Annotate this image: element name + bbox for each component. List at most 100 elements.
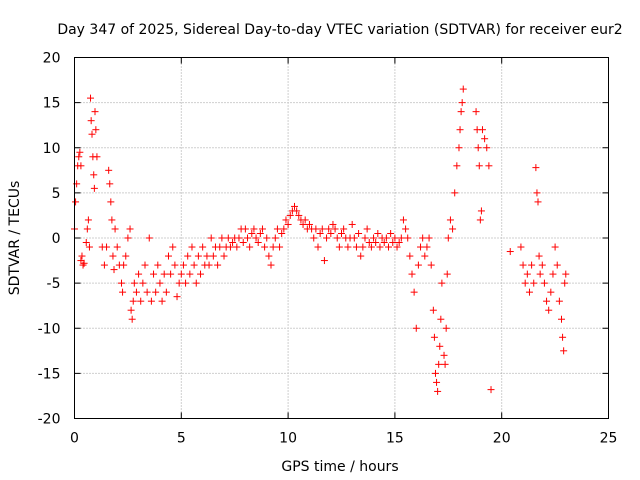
data-point (269, 243, 277, 251)
data-point (435, 360, 443, 368)
data-point (487, 386, 495, 394)
data-point (117, 279, 125, 287)
data-point (92, 126, 100, 134)
data-point (382, 234, 390, 242)
data-point (261, 243, 269, 251)
data-point (273, 225, 281, 233)
data-point (417, 243, 425, 251)
data-point (177, 270, 185, 278)
data-point (295, 211, 303, 219)
x-tick-label: 20 (493, 431, 511, 447)
y-tick-label: 15 (43, 96, 61, 112)
data-point (301, 216, 309, 224)
data-point (141, 261, 149, 269)
data-point (387, 229, 395, 237)
data-point (437, 315, 445, 323)
data-point (173, 293, 181, 301)
data-point (402, 225, 410, 233)
data-point (559, 333, 567, 341)
data-point (458, 99, 466, 107)
data-point (443, 270, 451, 278)
data-point (291, 202, 299, 210)
data-point (312, 225, 320, 233)
data-point (310, 234, 318, 242)
data-point (156, 279, 164, 287)
data-point (547, 288, 555, 296)
tick-labels: 0 5 10 15 20 25 -20 -15 -10 -5 0 5 10 15 20 (38, 51, 618, 447)
data-point (286, 211, 294, 219)
data-point (150, 270, 158, 278)
data-point (455, 144, 463, 152)
data-point (220, 252, 228, 260)
data-point (82, 239, 90, 247)
data-point (305, 220, 313, 228)
data-point (329, 220, 337, 228)
data-point (434, 387, 442, 395)
data-point (72, 198, 80, 206)
data-point (408, 270, 416, 278)
data-point (481, 135, 489, 143)
data-point (395, 239, 403, 247)
data-point (207, 234, 215, 242)
data-point (344, 243, 352, 251)
data-point (506, 248, 514, 256)
data-point (77, 162, 85, 170)
data-point (525, 288, 533, 296)
data-point (545, 306, 553, 314)
data-point (182, 279, 190, 287)
data-point (190, 261, 198, 269)
data-point (540, 279, 548, 287)
data-point (186, 270, 194, 278)
data-point (476, 216, 484, 224)
data-point (124, 234, 132, 242)
data-point (192, 279, 200, 287)
data-point (128, 315, 136, 323)
data-point (323, 234, 331, 242)
data-point (107, 198, 115, 206)
data-point (519, 261, 527, 269)
data-point (83, 225, 91, 233)
data-point (357, 252, 365, 260)
x-tick-label: 5 (177, 431, 186, 447)
data-point (399, 216, 407, 224)
data-point (361, 234, 369, 242)
data-point (246, 243, 254, 251)
data-point (436, 342, 444, 350)
data-point (457, 108, 465, 116)
data-point (175, 279, 183, 287)
data-point (205, 261, 213, 269)
data-point (154, 261, 162, 269)
chart-title: Day 347 of 2025, Sidereal Day-to-day VTE… (57, 22, 622, 38)
data-point (109, 252, 117, 260)
data-point (265, 252, 273, 260)
data-point (444, 234, 452, 242)
data-point (203, 252, 211, 260)
data-point (267, 261, 275, 269)
data-point (250, 225, 258, 233)
x-tick-label: 10 (279, 431, 297, 447)
data-point (440, 351, 448, 359)
data-point (393, 243, 401, 251)
data-point (90, 171, 98, 179)
data-point (282, 216, 290, 224)
data-point (252, 234, 260, 242)
data-point (453, 162, 461, 170)
data-point (167, 270, 175, 278)
data-point (199, 243, 207, 251)
y-tick-label: -15 (38, 366, 61, 382)
data-point (410, 288, 418, 296)
data-point (241, 225, 249, 233)
data-point (254, 239, 262, 247)
data-point (299, 220, 307, 228)
data-point (263, 234, 271, 242)
data-point (139, 279, 147, 287)
data-point (449, 225, 457, 233)
data-point (120, 261, 128, 269)
y-tick-label: 20 (43, 51, 61, 67)
data-point (87, 94, 95, 102)
data-point (477, 207, 485, 215)
data-point (278, 229, 286, 237)
data-point (76, 148, 84, 156)
data-point (327, 229, 335, 237)
